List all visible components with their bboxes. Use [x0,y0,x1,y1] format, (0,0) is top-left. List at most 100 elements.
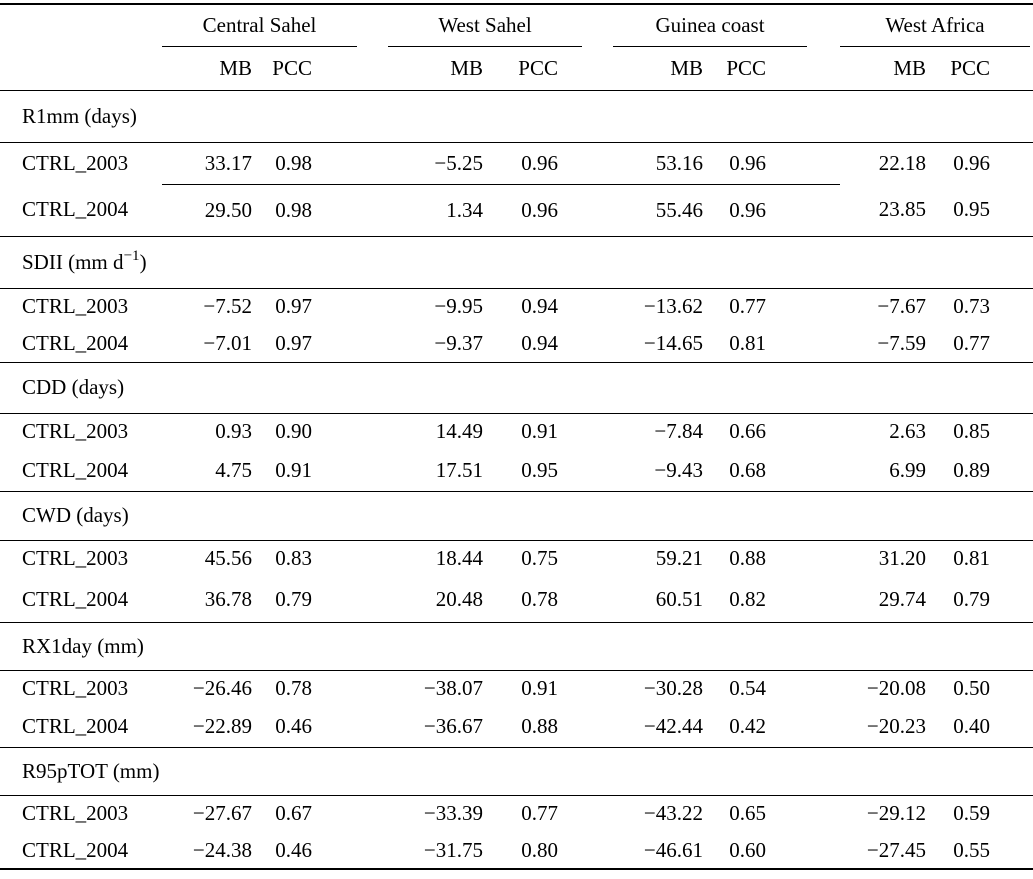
value-cell: 6.99 [840,450,927,492]
row-label: CTRL_2003 [22,676,129,701]
column-gap [357,795,388,832]
region-header-guinea-coast: Guinea coast [613,4,808,47]
section-title-row-sdii: SDII (mm d−1) [0,236,1033,289]
column-gap [582,46,613,91]
section-title: SDII (mm d−1) [0,236,1033,289]
value-cell: 0.60 [729,837,767,862]
value-cell: 0.96 [483,184,582,237]
value-cell: 0.65 [729,801,767,826]
value-cell: −42.44 [613,707,703,748]
section-title-text: R1mm (days) [22,103,137,128]
row-label: CTRL_2004 [0,707,162,748]
column-gap [807,795,840,832]
value-cell: 0.54 [729,676,767,701]
value-cell: −7.52 [203,294,252,319]
table-row: CTRL_2003 33.17 0.98 −5.25 0.96 53.16 0.… [0,142,1033,185]
section-title-superscript: −1 [123,248,140,265]
column-gap [582,325,613,363]
value-cell: 18.44 [435,546,483,571]
value-cell: 0.81 [703,325,808,363]
value-cell: 0.59 [953,801,991,826]
col-header-mb: MB [162,46,252,91]
value-cell: −7.67 [877,294,927,319]
section-title-row-rx1day: RX1day (mm) [0,622,1033,671]
value-cell: 0.96 [953,150,991,175]
value-cell: 59.21 [655,546,703,571]
column-gap [357,577,388,623]
column-gap [582,184,613,237]
column-gap [1030,577,1033,623]
column-gap [357,450,388,492]
column-gap [807,325,841,363]
value-cell: 0.93 [215,419,252,444]
value-cell: 0.77 [521,801,558,826]
value-cell: 4.75 [162,450,252,492]
value-cell: 0.95 [926,184,1031,237]
col-header-pcc: PCC [252,46,357,91]
column-gap [582,413,613,450]
table-row: CTRL_2004 −24.38 0.46 −31.75 0.80 −46.61… [0,832,1033,869]
column-gap [582,142,613,185]
value-cell: −33.39 [423,801,483,826]
value-cell: 0.42 [703,707,808,748]
value-cell: 0.98 [252,142,357,185]
column-gap [357,46,388,91]
table-row: CTRL_2003 −7.52 0.97 −9.95 0.94 −13.62 0… [0,288,1033,325]
column-gap [807,670,840,707]
column-gap [582,795,613,832]
col-header-pcc: PCC [703,46,808,91]
value-cell: 0.97 [252,325,357,363]
row-label: CTRL_2003 [22,546,129,571]
column-gap [357,184,388,237]
value-cell: −9.95 [434,294,483,319]
value-cell: −7.01 [162,325,252,363]
value-cell: −31.75 [423,837,483,862]
value-cell: 0.77 [729,294,767,319]
section-title-text: CWD (days) [22,503,129,527]
value-cell: 0.97 [275,294,312,319]
value-cell: 36.78 [162,577,252,623]
value-cell: 0.40 [926,707,1031,748]
column-gap [582,288,613,325]
column-gap [357,670,388,707]
row-label: CTRL_2003 [22,150,129,175]
value-cell: 0.67 [275,801,312,826]
value-cell: 14.49 [435,419,483,444]
section-title: CWD (days) [0,491,1033,541]
section-title-text: CDD (days) [22,375,125,399]
column-gap [807,577,841,623]
region-header-west-africa: West Africa [840,4,1031,47]
value-cell: 29.50 [162,184,252,237]
value-cell: 0.80 [521,837,558,862]
column-gap [582,450,613,492]
value-cell: 0.79 [252,577,357,623]
section-title-row-cdd: CDD (days) [0,362,1033,414]
value-cell: 0.82 [703,577,808,623]
table-row: CTRL_2003 −27.67 0.67 −33.39 0.77 −43.22… [0,795,1033,832]
value-cell: 22.18 [878,150,927,175]
value-cell: −22.89 [162,707,252,748]
value-cell: 33.17 [162,142,252,185]
column-gap [1030,707,1033,748]
column-gap [582,670,613,707]
table-row: CTRL_2004 −22.89 0.46 −36.67 0.88 −42.44… [0,707,1033,748]
table-row: CTRL_2003 0.93 0.90 14.49 0.91 −7.84 0.6… [0,413,1033,450]
col-header-pcc: PCC [926,46,1031,91]
region-header-row: Central Sahel West Sahel Guinea coast We… [0,4,1033,47]
value-cell: 29.74 [840,577,927,623]
table-row: CTRL_2004 36.78 0.79 20.48 0.78 60.51 0.… [0,577,1033,623]
value-cell: 0.81 [953,546,991,571]
value-cell: −43.22 [643,801,703,826]
value-cell: −29.12 [866,801,927,826]
statistics-table: Central Sahel West Sahel Guinea coast We… [0,3,1033,870]
table-row: CTRL_2003 45.56 0.83 18.44 0.75 59.21 0.… [0,540,1033,577]
row-label: CTRL_2004 [22,837,129,862]
value-cell: 20.48 [388,577,483,623]
value-cell: 45.56 [204,546,252,571]
column-gap [807,413,840,450]
column-gap [357,142,388,185]
value-cell: −36.67 [388,707,483,748]
value-cell: 0.46 [252,707,357,748]
column-gap [357,325,388,363]
column-gap [582,540,613,577]
